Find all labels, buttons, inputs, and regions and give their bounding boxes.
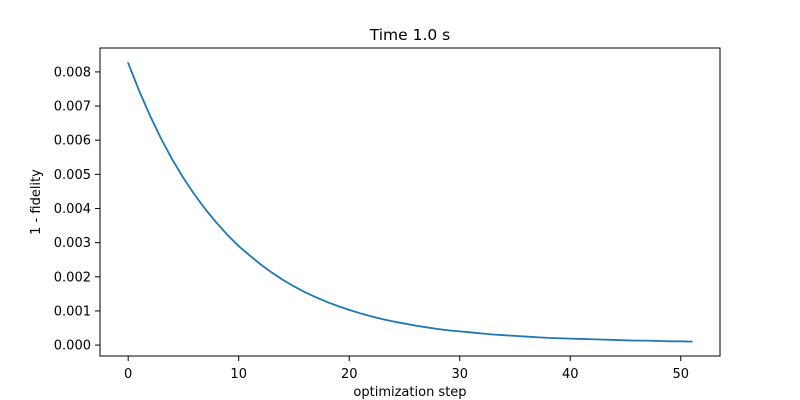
y-tick-label: 0.000 (54, 339, 91, 354)
y-tick-label: 0.001 (54, 304, 91, 319)
x-axis-label: optimization step (353, 385, 466, 400)
x-tick-label: 10 (230, 367, 247, 382)
y-tick-label: 0.006 (54, 134, 91, 149)
x-tick-label: 50 (672, 367, 689, 382)
x-axis: 0 10 20 30 40 50 (124, 356, 689, 382)
plot-area (99, 47, 721, 357)
y-tick-label: 0.008 (54, 65, 91, 80)
x-tick-label: 20 (341, 367, 358, 382)
series-line (127, 62, 693, 343)
y-tick-label: 0.004 (54, 202, 91, 217)
y-axis: 0.000 0.001 0.002 0.003 0.004 0.005 0.006 0.007… (54, 65, 100, 354)
chart-title: Time 1.0 s (369, 26, 451, 44)
x-tick-label: 0 (124, 367, 132, 382)
y-tick-label: 0.003 (54, 236, 91, 251)
y-tick-label: 0.002 (54, 270, 91, 285)
y-axis-label: 1 - fidelity (29, 169, 44, 235)
series-layer (127, 62, 693, 343)
y-tick-label: 0.005 (54, 168, 91, 183)
y-tick-label: 0.007 (54, 100, 91, 115)
x-tick-label: 40 (562, 367, 579, 382)
x-tick-label: 30 (451, 367, 468, 382)
